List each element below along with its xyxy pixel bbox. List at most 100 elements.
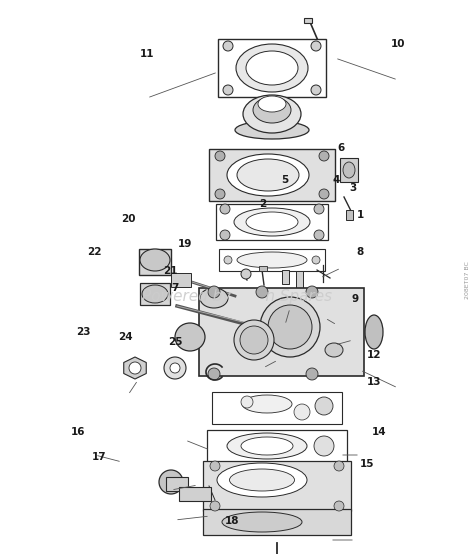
Circle shape xyxy=(294,404,310,420)
Bar xyxy=(203,509,351,535)
Text: 21: 21 xyxy=(164,266,178,276)
Circle shape xyxy=(170,363,180,373)
Polygon shape xyxy=(124,357,146,379)
Bar xyxy=(209,149,335,201)
Ellipse shape xyxy=(227,433,307,459)
Bar xyxy=(207,430,347,462)
Ellipse shape xyxy=(258,96,286,112)
Circle shape xyxy=(260,297,320,357)
Text: 14: 14 xyxy=(372,427,386,437)
Text: 4: 4 xyxy=(333,175,340,185)
Bar xyxy=(139,249,171,275)
Text: 6: 6 xyxy=(337,143,345,153)
Bar xyxy=(179,487,211,501)
Ellipse shape xyxy=(175,323,205,351)
Ellipse shape xyxy=(243,95,301,133)
Text: 8: 8 xyxy=(356,247,364,257)
Circle shape xyxy=(220,204,230,214)
Ellipse shape xyxy=(242,395,292,413)
Text: 13: 13 xyxy=(367,377,382,387)
Ellipse shape xyxy=(325,343,343,357)
Text: 22: 22 xyxy=(88,247,102,257)
Circle shape xyxy=(334,461,344,471)
Bar xyxy=(283,270,290,284)
Circle shape xyxy=(319,151,329,161)
Ellipse shape xyxy=(142,285,168,303)
Ellipse shape xyxy=(200,288,228,308)
Ellipse shape xyxy=(229,469,294,491)
Circle shape xyxy=(210,461,220,471)
Text: 19: 19 xyxy=(178,239,192,249)
Text: 16: 16 xyxy=(71,427,85,437)
Ellipse shape xyxy=(234,208,310,236)
Ellipse shape xyxy=(246,212,298,232)
Bar xyxy=(171,273,191,287)
Text: 12: 12 xyxy=(367,350,382,360)
Bar xyxy=(219,249,325,271)
Circle shape xyxy=(268,305,312,349)
Text: 3: 3 xyxy=(349,183,357,193)
Ellipse shape xyxy=(140,249,170,271)
Bar xyxy=(200,288,365,376)
Ellipse shape xyxy=(237,252,307,268)
Bar xyxy=(304,18,312,23)
Text: 11: 11 xyxy=(140,49,154,59)
Ellipse shape xyxy=(235,121,309,139)
Text: 9: 9 xyxy=(352,294,359,304)
Circle shape xyxy=(311,41,321,51)
Text: 7: 7 xyxy=(172,283,179,293)
Circle shape xyxy=(306,368,318,380)
Text: 25: 25 xyxy=(168,337,182,347)
Text: 17: 17 xyxy=(92,452,107,462)
Ellipse shape xyxy=(217,463,307,497)
Text: 1: 1 xyxy=(356,210,364,220)
Circle shape xyxy=(234,320,274,360)
Circle shape xyxy=(215,189,225,199)
Text: 23: 23 xyxy=(76,327,90,337)
Bar xyxy=(140,283,170,305)
Bar xyxy=(203,461,351,511)
Bar xyxy=(297,271,303,289)
Ellipse shape xyxy=(227,154,309,196)
Circle shape xyxy=(319,189,329,199)
Ellipse shape xyxy=(253,97,291,123)
Ellipse shape xyxy=(237,159,299,191)
Text: Powered by       n Spares: Powered by n Spares xyxy=(142,289,332,304)
Circle shape xyxy=(311,85,321,95)
Circle shape xyxy=(220,230,230,240)
Ellipse shape xyxy=(236,44,308,92)
Text: 10: 10 xyxy=(391,39,405,49)
Ellipse shape xyxy=(241,437,293,455)
Circle shape xyxy=(164,357,186,379)
Circle shape xyxy=(312,256,320,264)
Circle shape xyxy=(240,326,268,354)
Bar xyxy=(166,477,188,491)
Bar xyxy=(259,265,267,270)
Bar xyxy=(346,210,354,220)
Ellipse shape xyxy=(365,315,383,349)
Text: 24: 24 xyxy=(118,332,133,342)
Ellipse shape xyxy=(222,512,302,532)
Circle shape xyxy=(208,286,220,298)
Text: 5: 5 xyxy=(281,175,288,185)
Circle shape xyxy=(334,501,344,511)
Circle shape xyxy=(314,436,334,456)
Text: 18: 18 xyxy=(225,516,239,526)
Circle shape xyxy=(256,286,268,298)
Circle shape xyxy=(215,151,225,161)
Ellipse shape xyxy=(343,162,355,178)
Circle shape xyxy=(314,204,324,214)
Circle shape xyxy=(223,41,233,51)
Text: 15: 15 xyxy=(360,459,374,469)
Circle shape xyxy=(210,501,220,511)
Circle shape xyxy=(129,362,141,374)
Circle shape xyxy=(241,269,251,279)
Text: 208ET07 BC: 208ET07 BC xyxy=(465,261,470,299)
Circle shape xyxy=(208,368,220,380)
Bar xyxy=(218,39,326,97)
Circle shape xyxy=(314,230,324,240)
Text: 20: 20 xyxy=(121,214,135,224)
Text: 2: 2 xyxy=(259,199,267,209)
Bar xyxy=(216,204,328,240)
Bar xyxy=(212,392,342,424)
